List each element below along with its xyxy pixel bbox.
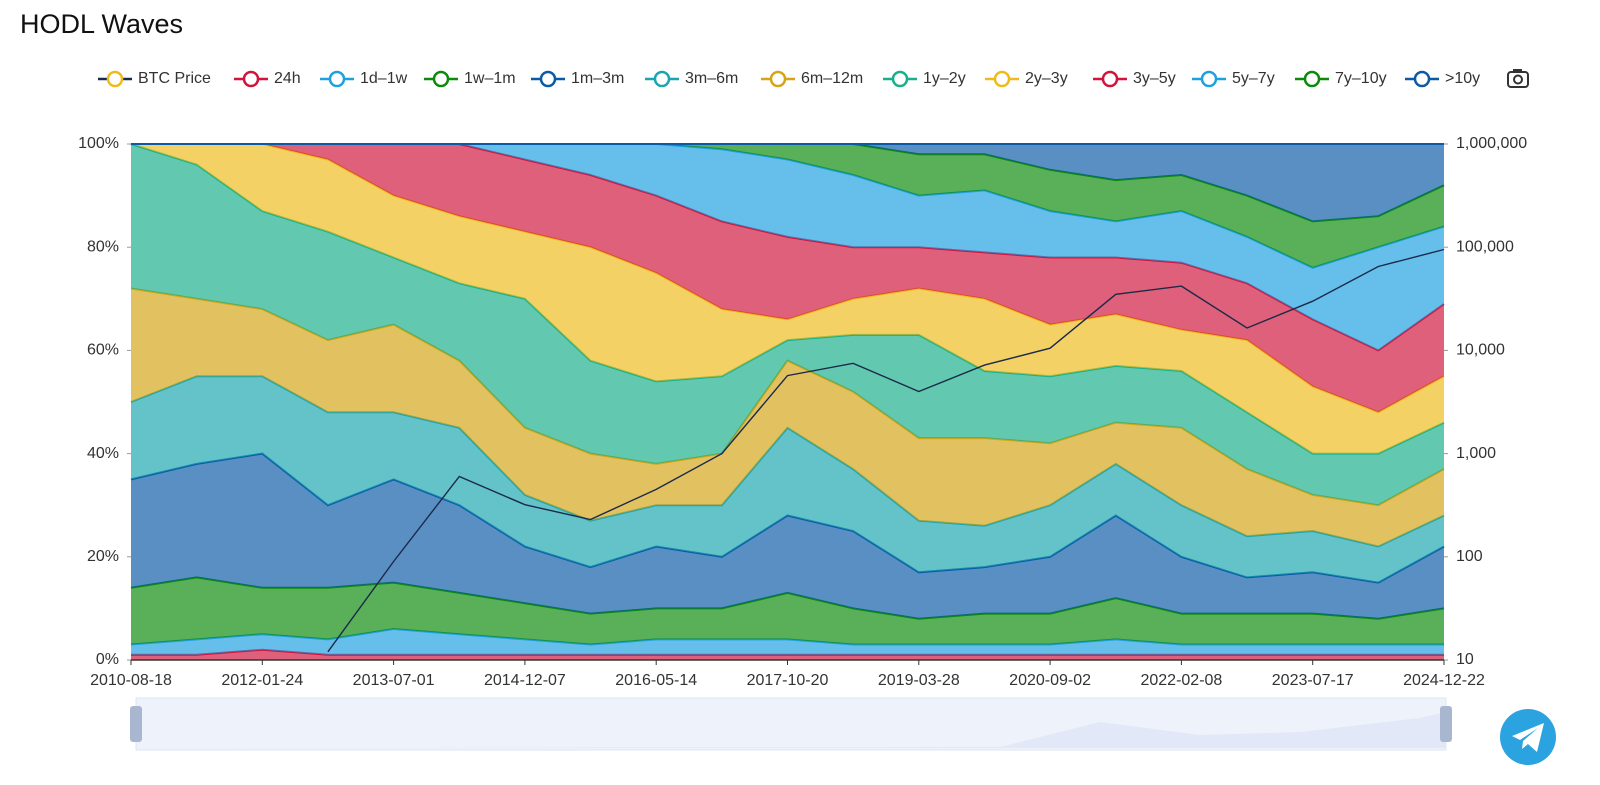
legend-item[interactable] xyxy=(98,70,132,88)
zoom-handle-left[interactable] xyxy=(130,706,142,742)
x-tick-label: 2024-12-22 xyxy=(1403,672,1485,689)
area-band xyxy=(131,577,1444,645)
legend-marker xyxy=(1413,70,1431,88)
y2-tick-label: 1,000 xyxy=(1456,445,1496,462)
y2-tick-label: 10 xyxy=(1456,651,1474,668)
legend-item[interactable] xyxy=(1295,70,1329,88)
legend-label: 1m–3m xyxy=(571,70,624,87)
legend-label: 24h xyxy=(274,70,301,87)
legend-marker xyxy=(891,70,909,88)
legend-item[interactable] xyxy=(883,70,917,88)
telegram-plane[interactable] xyxy=(1512,723,1544,752)
legend-item[interactable] xyxy=(645,70,679,88)
legend-marker xyxy=(1101,70,1119,88)
x-tick-label: 2022-02-08 xyxy=(1140,672,1222,689)
x-tick-label: 2014-12-07 xyxy=(484,672,566,689)
legend-label: 3y–5y xyxy=(1133,70,1176,87)
legend-label: 3m–6m xyxy=(685,70,738,87)
x-tick-label: 2016-05-14 xyxy=(615,672,697,689)
legend-item[interactable] xyxy=(424,70,458,88)
x-tick-label: 2017-10-20 xyxy=(747,672,829,689)
camera-top[interactable] xyxy=(1513,69,1522,73)
legend-label: BTC Price xyxy=(138,70,211,87)
area-band xyxy=(131,453,1444,619)
plot-area xyxy=(130,143,1445,660)
legend-item[interactable] xyxy=(985,70,1019,88)
legend-label: 5y–7y xyxy=(1232,70,1275,87)
x-tick-label: 2023-07-17 xyxy=(1272,672,1354,689)
legend-label: >10y xyxy=(1445,70,1480,87)
legend-marker xyxy=(539,70,557,88)
area-band xyxy=(131,629,1444,655)
x-tick-label: 2012-01-24 xyxy=(221,672,303,689)
legend-label: 6m–12m xyxy=(801,70,863,87)
legend-label: 7y–10y xyxy=(1335,70,1387,87)
legend-item[interactable] xyxy=(320,70,354,88)
y-tick-label: 40% xyxy=(87,445,119,462)
y2-tick-label: 100 xyxy=(1456,548,1483,565)
camera-body[interactable] xyxy=(1507,71,1529,88)
y-tick-label: 0% xyxy=(96,651,119,668)
legend-marker xyxy=(242,70,260,88)
legend-marker xyxy=(993,70,1011,88)
y-tick-label: 80% xyxy=(87,238,119,255)
legend-marker xyxy=(328,70,346,88)
y2-tick-label: 10,000 xyxy=(1456,342,1505,359)
legend-label: 1d–1w xyxy=(360,70,408,87)
legend-item[interactable] xyxy=(1192,70,1226,88)
legend-item[interactable] xyxy=(1405,70,1439,88)
legend-marker xyxy=(106,70,124,88)
camera-lens[interactable] xyxy=(1513,74,1523,85)
y-tick-label: 20% xyxy=(87,548,119,565)
zoom-handle-right[interactable] xyxy=(1440,706,1452,742)
y2-tick-label: 100,000 xyxy=(1456,238,1514,255)
camera-icon[interactable] xyxy=(1507,69,1529,88)
area-band xyxy=(131,144,1444,506)
legend-label: 2y–3y xyxy=(1025,70,1068,87)
legend-marker xyxy=(769,70,787,88)
area-band xyxy=(131,144,1444,413)
legend-label: 1y–2y xyxy=(923,70,966,87)
legend-marker xyxy=(432,70,450,88)
y2-tick-label: 1,000,000 xyxy=(1456,135,1527,152)
y-tick-label: 60% xyxy=(87,342,119,359)
data-zoom[interactable] xyxy=(130,697,1452,751)
telegram-button[interactable] xyxy=(1500,709,1556,765)
legend-label: 1w–1m xyxy=(464,70,516,87)
area-band xyxy=(131,288,1444,547)
zoom-preview xyxy=(136,712,1446,748)
legend-marker xyxy=(653,70,671,88)
x-tick-label: 2019-03-28 xyxy=(878,672,960,689)
x-tick-label: 2020-09-02 xyxy=(1009,672,1091,689)
area-band xyxy=(131,144,1444,351)
y-tick-label: 100% xyxy=(78,135,119,152)
area-band xyxy=(131,144,1444,268)
legend-marker xyxy=(1200,70,1218,88)
area-band xyxy=(131,144,1444,454)
legend-item[interactable] xyxy=(234,70,268,88)
legend-item[interactable] xyxy=(1093,70,1127,88)
area-band xyxy=(131,144,1444,222)
x-tick-label: 2013-07-01 xyxy=(353,672,435,689)
chart-title: HODL Waves xyxy=(20,9,183,39)
legend-marker xyxy=(1303,70,1321,88)
price-line xyxy=(327,248,1445,653)
x-tick-label: 2010-08-18 xyxy=(90,672,172,689)
legend-item[interactable] xyxy=(761,70,795,88)
legend-item[interactable] xyxy=(531,70,565,88)
